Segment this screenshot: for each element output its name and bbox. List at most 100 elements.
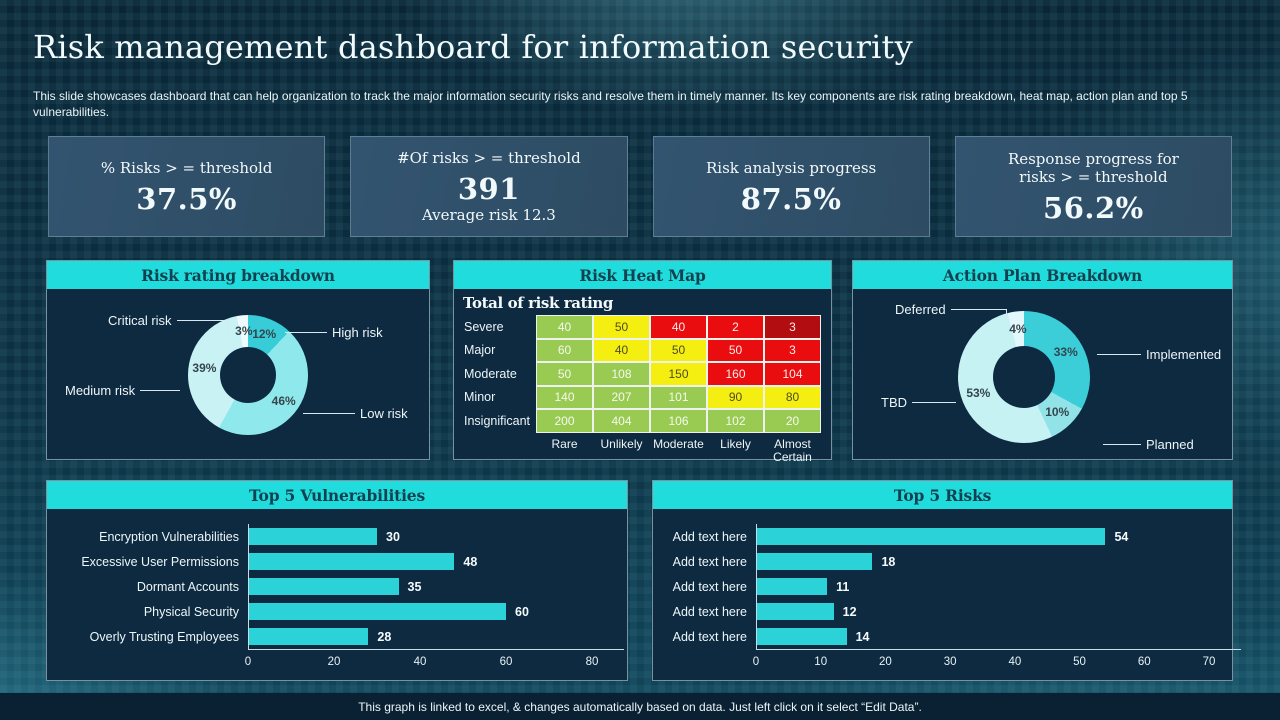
heatmap-cell: 50 bbox=[593, 315, 650, 339]
callout-label: TBD bbox=[881, 395, 907, 410]
axis-tick-label: 70 bbox=[1202, 656, 1216, 668]
heatmap-cell: 40 bbox=[650, 315, 707, 339]
bar bbox=[248, 578, 399, 595]
heatmap-cell: 3 bbox=[764, 338, 821, 362]
donut-percent-label: 46% bbox=[271, 393, 296, 408]
panel-top-5-vulnerabilities: Top 5 Vulnerabilities Encryption Vulnera… bbox=[46, 480, 628, 681]
kpi-card-analysis-progress: Risk analysis progress 87.5% bbox=[652, 136, 930, 237]
panel-header: Top 5 Risks bbox=[653, 481, 1232, 509]
bar-track: 11 bbox=[756, 574, 1232, 599]
bar bbox=[248, 528, 377, 545]
bar-track: 14 bbox=[756, 624, 1232, 649]
bar bbox=[756, 528, 1106, 545]
heatmap-cell: 80 bbox=[764, 385, 821, 409]
callout-high-risk: High risk bbox=[285, 325, 383, 340]
bar bbox=[248, 628, 369, 645]
heatmap-row-label: Moderate bbox=[464, 366, 517, 381]
donut-ring: 33% 10% 53% 4% bbox=[958, 311, 1090, 443]
leader-line bbox=[140, 390, 181, 391]
callout-label: Deferred bbox=[895, 301, 946, 317]
y-axis-line bbox=[756, 524, 757, 649]
callout-tbd: TBD bbox=[881, 395, 956, 410]
donut-hole bbox=[220, 347, 276, 403]
heatmap-body: Total of risk rating Severe 40 50 40 2 3 Major… bbox=[454, 289, 831, 465]
donut-ring: 12% 46% 39% 3% bbox=[188, 315, 308, 435]
bar-category-label: Add text here bbox=[672, 604, 747, 619]
heatmap-col-label: Unlikely bbox=[600, 436, 643, 451]
heatmap-row-label: Minor bbox=[464, 390, 496, 405]
bar-value-label: 54 bbox=[1114, 529, 1129, 544]
bar-track: 28 bbox=[248, 624, 627, 649]
bar-category-label: Dormant Accounts bbox=[136, 579, 239, 594]
panel-action-plan-breakdown: Action Plan Breakdown 33% 10% 53% 4% Deferr… bbox=[852, 260, 1233, 460]
panel-header: Risk Heat Map bbox=[454, 261, 831, 289]
kpi-card-pct-risks: % Risks > = threshold 37.5% bbox=[48, 136, 326, 237]
bar-row: Add text here 14 bbox=[653, 624, 1232, 649]
bar-value-label: 48 bbox=[463, 554, 478, 569]
heatmap-corner bbox=[464, 433, 536, 466]
bar-row: Excessive User Permissions 48 bbox=[47, 549, 627, 574]
heatmap-title: Total of risk rating bbox=[463, 294, 613, 312]
callout-label: Medium risk bbox=[65, 383, 136, 398]
heatmap-cell: 20 bbox=[764, 409, 821, 433]
kpi-card-response-progress: Response progress for risks > = threshol… bbox=[954, 136, 1232, 237]
bar-value-label: 14 bbox=[855, 629, 870, 644]
bar-track: 18 bbox=[756, 549, 1232, 574]
heatmap-cell: 101 bbox=[650, 385, 707, 409]
panel-header: Top 5 Vulnerabilities bbox=[47, 481, 627, 509]
panel-risk-rating-breakdown: Risk rating breakdown 12% 46% 39% 3% Critic… bbox=[46, 260, 430, 460]
axis-tick-label: 30 bbox=[943, 656, 957, 668]
heatmap-cell: 60 bbox=[536, 338, 593, 362]
kpi-value: 37.5% bbox=[136, 181, 237, 216]
axis-tick-label: 60 bbox=[1137, 656, 1151, 668]
donut-percent-label: 4% bbox=[1009, 321, 1027, 336]
leader-line bbox=[1103, 444, 1141, 445]
heatmap-cell: 90 bbox=[707, 385, 764, 409]
heatmap-cell: 404 bbox=[593, 409, 650, 433]
bar-value-label: 28 bbox=[377, 629, 392, 644]
bar bbox=[756, 603, 834, 620]
risk-rating-donut-chart: 12% 46% 39% 3% Critical risk High risk Medi… bbox=[47, 289, 429, 459]
axis-tick-label: 10 bbox=[814, 656, 828, 668]
vulnerabilities-bar-chart: Encryption Vulnerabilities 30 Excessive Us… bbox=[47, 509, 627, 680]
callout-critical-risk: Critical risk bbox=[108, 307, 229, 333]
bar-category-label: Excessive User Permissions bbox=[81, 554, 239, 569]
heatmap-col-label: Likely bbox=[720, 436, 751, 451]
axis-tick-label: 0 bbox=[244, 656, 252, 668]
heatmap-row-label: Insignificant bbox=[464, 413, 531, 428]
kpi-card-num-risks: #Of risks > = threshold 391 Average risk… bbox=[350, 136, 628, 237]
bar-category-label: Physical Security bbox=[143, 604, 239, 619]
kpi-label: Risk analysis progress bbox=[705, 158, 877, 177]
heatmap-table: Severe 40 50 40 2 3 Major 60 40 50 50 3 Moderate 50 10… bbox=[464, 315, 821, 465]
callout-label: High risk bbox=[332, 325, 383, 340]
panel-header: Action Plan Breakdown bbox=[853, 261, 1232, 289]
bar-value-label: 60 bbox=[515, 604, 529, 619]
leader-line bbox=[176, 320, 229, 333]
slide-subtitle: This slide showcases dashboard that can … bbox=[33, 89, 1188, 120]
bar-track: 30 bbox=[248, 524, 627, 549]
bar-row: Add text here 18 bbox=[653, 549, 1232, 574]
callout-label: Implemented bbox=[1146, 347, 1222, 362]
x-axis-ticks: 0 20 40 60 80 bbox=[244, 656, 599, 672]
y-axis-line bbox=[248, 524, 249, 649]
action-plan-donut-chart: 33% 10% 53% 4% Deferred Implemented TBD Pla… bbox=[853, 289, 1232, 459]
kpi-row: % Risks > = threshold 37.5% #Of risks > … bbox=[48, 136, 1232, 237]
kpi-value: 87.5% bbox=[740, 181, 842, 216]
kpi-value: 391 bbox=[457, 171, 520, 206]
x-axis-line bbox=[248, 649, 624, 650]
bar-category-label: Add text here bbox=[672, 579, 747, 594]
heatmap-col-label: Rare bbox=[551, 436, 578, 451]
heatmap-cell: 40 bbox=[593, 338, 650, 362]
bar-track: 48 bbox=[248, 549, 627, 574]
axis-tick-label: 40 bbox=[413, 656, 427, 668]
donut-percent-label: 53% bbox=[966, 386, 991, 401]
bar-value-label: 18 bbox=[881, 554, 896, 569]
bar-track: 35 bbox=[248, 574, 627, 599]
heatmap-cell: 102 bbox=[707, 409, 764, 433]
bar-row: Overly Trusting Employees 28 bbox=[47, 624, 627, 649]
bar-value-label: 30 bbox=[386, 529, 400, 544]
heatmap-cell: 108 bbox=[593, 362, 650, 386]
heatmap-cell: 3 bbox=[764, 315, 821, 339]
kpi-label: #Of risks > = threshold bbox=[397, 148, 581, 167]
heatmap-cell: 207 bbox=[593, 385, 650, 409]
